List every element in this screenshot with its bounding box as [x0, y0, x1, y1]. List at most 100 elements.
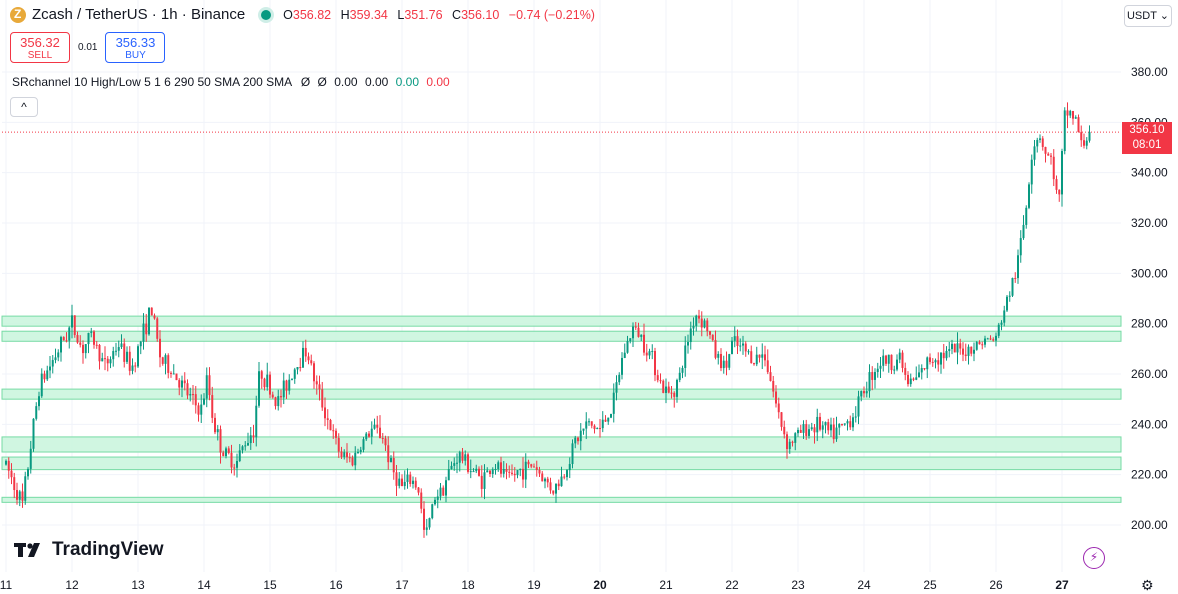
candle-body: [282, 380, 285, 398]
candle-body: [126, 351, 128, 362]
candle-body: [431, 504, 434, 519]
candle-body: [145, 323, 148, 335]
candle-body: [909, 378, 912, 385]
candle-body: [967, 346, 970, 356]
candle-body: [260, 371, 263, 379]
candle-body: [442, 487, 445, 496]
candle-body: [805, 424, 808, 436]
candle-body: [681, 367, 684, 373]
candle-body: [175, 373, 178, 381]
candle-body: [670, 392, 673, 394]
candle-body: [412, 480, 414, 484]
indicator-legend[interactable]: SRchannel 10 High/Low 5 1 6 290 50 SMA 2…: [12, 75, 450, 89]
candle-body: [786, 434, 788, 450]
candle-body: [596, 427, 599, 430]
candle-body: [1014, 277, 1017, 279]
candle-body: [835, 427, 838, 440]
candle-body: [777, 403, 780, 413]
y-tick-label: 300.00: [1131, 266, 1168, 280]
candle-body: [43, 373, 46, 380]
candle-body: [82, 344, 84, 354]
candle-body: [478, 468, 480, 476]
candle-body: [585, 421, 588, 429]
candle-body: [398, 478, 401, 486]
candle-body: [915, 377, 918, 380]
y-tick-label: 340.00: [1131, 166, 1168, 180]
tradingview-logo-icon: [14, 543, 40, 557]
candle-body: [280, 396, 282, 398]
candle-body: [65, 340, 68, 342]
candle-body: [885, 355, 887, 364]
buy-button[interactable]: 356.33 BUY: [105, 32, 166, 63]
candle-body: [109, 359, 112, 364]
symbol-title[interactable]: Zcash / TetherUS · 1h · Binance: [32, 6, 246, 23]
candle-body: [335, 430, 337, 438]
candle-body: [700, 318, 703, 328]
candle-body: [802, 424, 805, 433]
candle-body: [10, 470, 13, 478]
candle-body: [241, 446, 244, 451]
candle-body: [849, 421, 852, 428]
candle-body: [717, 353, 720, 358]
candle-body: [266, 374, 269, 388]
candle-body: [1052, 156, 1055, 180]
candle-body: [236, 461, 238, 468]
candle-body: [101, 358, 104, 362]
candle-body: [307, 356, 310, 361]
collapse-legend-button[interactable]: ^: [10, 97, 38, 117]
chart-header: Zcash / TetherUS · 1h · Binance O356.82 …: [10, 6, 601, 23]
candle-body: [549, 482, 552, 491]
candle-body: [530, 464, 533, 467]
candle-body: [956, 343, 959, 353]
candle-body: [494, 468, 497, 470]
candle-body: [923, 368, 926, 370]
lightning-icon[interactable]: ⚡: [1083, 547, 1105, 569]
candle-body: [489, 470, 491, 474]
candle-body: [291, 378, 293, 380]
candle-body: [522, 468, 524, 480]
sr-zone: [1, 330, 1122, 342]
candle-body: [882, 355, 885, 366]
candle-body: [370, 428, 373, 437]
sr-zone: [1, 315, 1122, 327]
candle-body: [285, 380, 288, 391]
candle-body: [1083, 140, 1085, 146]
sell-button[interactable]: 356.32 SELL: [10, 32, 70, 63]
tradingview-logo[interactable]: TradingView: [14, 539, 164, 561]
candle-body: [458, 452, 461, 463]
candle-body: [612, 392, 615, 414]
candle-body: [29, 448, 32, 469]
candle-body: [115, 350, 117, 352]
indicator-value-3: 0.00: [395, 75, 419, 89]
candle-body: [780, 412, 783, 427]
candle-body: [607, 417, 610, 422]
candle-body: [288, 379, 291, 391]
candle-body: [1063, 110, 1066, 152]
candle-body: [629, 338, 632, 342]
gear-icon[interactable]: ⚙: [1141, 577, 1154, 593]
candle-body: [907, 374, 909, 385]
currency-selector[interactable]: USDT ⌄: [1124, 5, 1172, 27]
sell-price: 356.32: [20, 35, 60, 50]
candle-body: [711, 334, 714, 341]
candle-body: [560, 476, 563, 487]
candle-body: [379, 427, 381, 438]
trade-panel: 356.32 SELL 0.01 356.33 BUY: [10, 32, 166, 63]
candle-body: [406, 474, 409, 482]
candle-body: [156, 318, 159, 339]
candle-body: [403, 481, 406, 487]
candle-body: [854, 416, 857, 418]
candle-body: [566, 470, 568, 478]
candle-body: [665, 386, 667, 393]
candle-body: [57, 352, 60, 358]
candle-body: [695, 315, 698, 326]
candle-body: [511, 472, 513, 474]
candle-body: [491, 469, 494, 474]
candle-body: [714, 340, 717, 358]
candle-body: [948, 349, 951, 351]
candle-body: [392, 458, 395, 473]
indicator-name: SRchannel 10 High/Low 5 1 6 290 50 SMA 2…: [12, 75, 292, 89]
candle-body: [838, 423, 841, 428]
candle-body: [150, 307, 153, 316]
